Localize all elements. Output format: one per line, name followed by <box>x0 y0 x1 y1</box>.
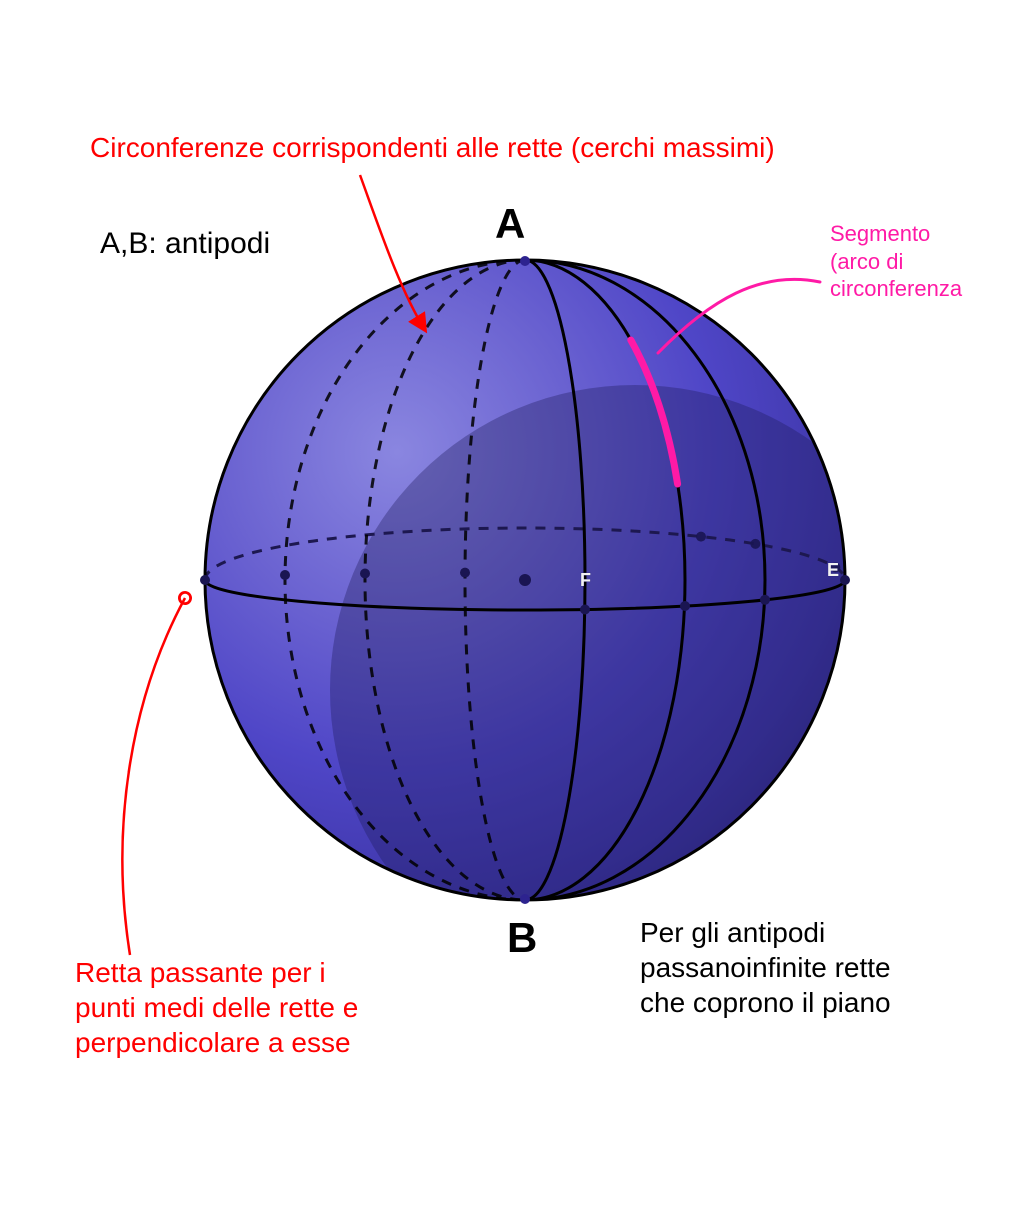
annotation-segmento: Segmento (arco di circonferenza <box>830 220 962 303</box>
pole-label-b: B <box>507 912 537 965</box>
pole-dot-top <box>520 256 530 266</box>
sphere-label-f: F <box>580 570 591 590</box>
diagram-stage: F E A B Circonferenze corrispondenti all… <box>0 0 1024 1223</box>
sphere-shade <box>330 385 940 995</box>
arrow-retta-to-equator <box>122 598 185 955</box>
sphere-label-e: E <box>827 560 839 580</box>
annotation-top-red: Circonferenze corrispondenti alle rette … <box>90 130 775 165</box>
pole-label-a: A <box>495 198 525 251</box>
pole-dot-bottom <box>520 894 530 904</box>
annotation-antipodi: A,B: antipodi <box>100 225 270 263</box>
annotation-antipodi-inf: Per gli antipodi passanoinfinite rette c… <box>640 915 891 1020</box>
annotation-retta-perp: Retta passante per i punti medi delle re… <box>75 955 358 1060</box>
